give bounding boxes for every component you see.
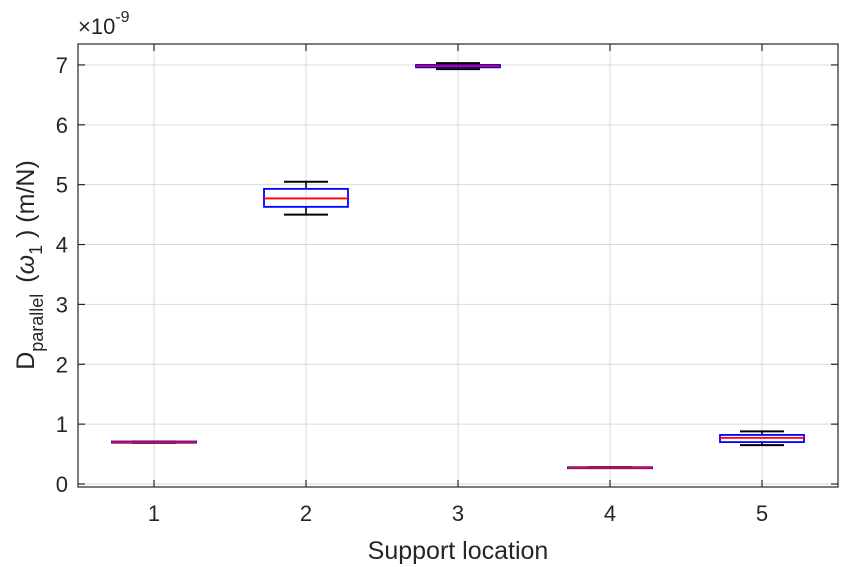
- x-tick-label: 4: [604, 501, 616, 526]
- box-group-3: [415, 62, 501, 71]
- x-axis-label: Support location: [368, 537, 549, 565]
- box-group-1: [111, 440, 197, 444]
- y-axis-label-omega: ω: [12, 255, 40, 274]
- y-tick-label: 5: [56, 173, 68, 198]
- grid-layer: [78, 44, 838, 487]
- ticks-layer: 0 1 2 3 4 5 6 7 1 2 3 4 5: [56, 44, 838, 526]
- y-tick-label: 1: [56, 412, 68, 437]
- boxes-layer: [111, 62, 805, 470]
- box-group-5: [719, 430, 805, 447]
- box-group-2: [263, 180, 349, 216]
- y-tick-label: 3: [56, 292, 68, 317]
- y-axis-label-omega-subscript: 1: [26, 245, 46, 255]
- y-tick-label: 4: [56, 233, 68, 258]
- y-tick-label: 7: [56, 53, 68, 78]
- y-axis-label: Dparallel (ω1 ) (m/N): [12, 160, 47, 370]
- y-tick-label: 2: [56, 352, 68, 377]
- y-axis-label-unit: (m/N): [12, 160, 40, 222]
- y-axis-label-main: D: [12, 352, 40, 370]
- y-tick-label: 6: [56, 113, 68, 138]
- y-tick-label: 0: [56, 472, 68, 497]
- x-tick-label: 5: [756, 501, 768, 526]
- exponent-power: -9: [115, 9, 129, 26]
- y-axis-label-subscript: parallel: [27, 294, 47, 352]
- box-group-4: [567, 466, 653, 470]
- x-tick-label: 1: [148, 501, 160, 526]
- x-tick-label: 3: [452, 501, 464, 526]
- x-tick-label: 2: [300, 501, 312, 526]
- exponent-label: ×10-9: [78, 9, 130, 39]
- exponent-base: ×10: [78, 14, 115, 39]
